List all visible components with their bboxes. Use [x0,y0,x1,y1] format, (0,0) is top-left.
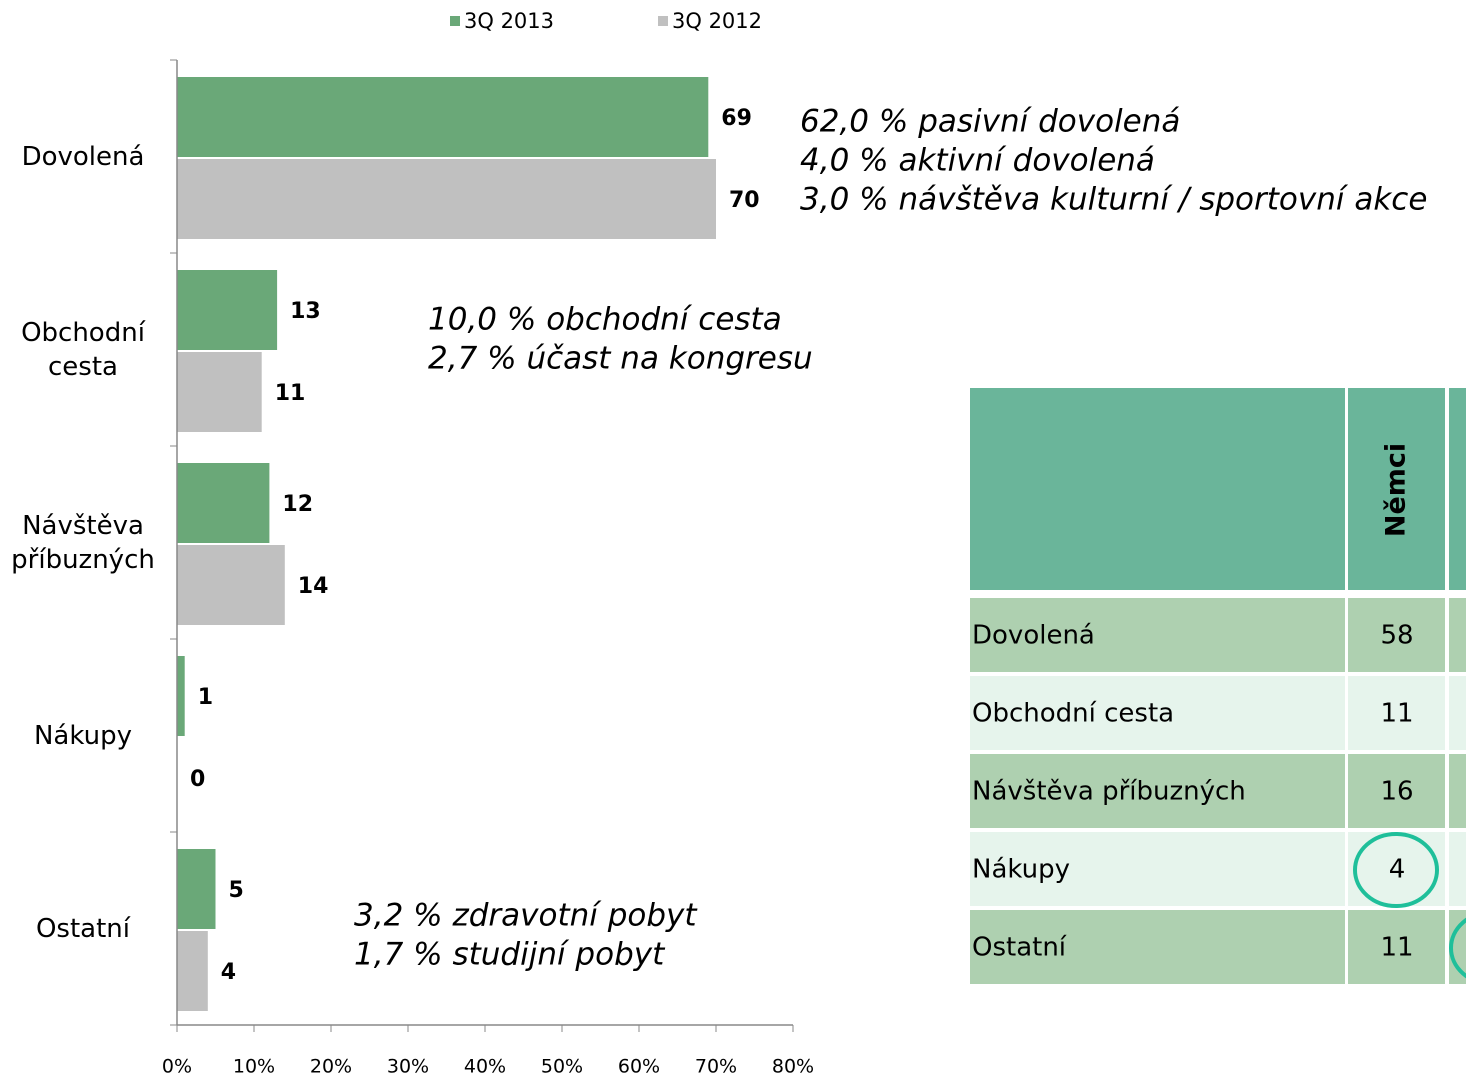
annotation: 4,0 % aktivní dovolená [800,143,1155,179]
value-label: 13 [290,299,321,324]
bar [177,545,285,625]
table-value: 58 [1380,621,1413,651]
table-cell [1348,754,1445,828]
legend-swatch [658,16,668,26]
value-label: 14 [298,574,329,599]
category-label: Návštěva příbuzných [11,510,155,575]
table-cell [1449,910,1466,984]
row-label: Obchodní cesta [972,699,1174,729]
x-tick-label: 70% [695,1056,737,1077]
x-tick-label: 50% [541,1056,583,1077]
annotation: 10,0 % obchodní cesta [428,302,782,338]
legend-label: 3Q 2012 [672,9,762,33]
annotation: 2,7 % účast na kongresu [428,341,813,377]
value-label: 70 [729,188,760,213]
x-tick-label: 20% [310,1056,352,1077]
x-tick-label: 80% [772,1056,814,1077]
bar [177,463,270,543]
table-cell [970,676,1345,750]
table-cell [970,910,1345,984]
bar [177,270,278,350]
bar [177,656,185,736]
annotation: 3,0 % návštěva kulturní / sportovní akce [800,182,1427,218]
x-tick-label: 30% [387,1056,429,1077]
table-value: 16 [1380,777,1413,807]
table-cell [970,754,1345,828]
bar [177,159,716,239]
value-label: 11 [275,381,306,406]
bar [177,849,216,929]
row-label: Nákupy [972,855,1070,885]
highlight-circle [1353,832,1439,908]
table-cell [1348,910,1445,984]
value-label: 69 [721,106,752,131]
category-label: Nákupy [33,720,132,751]
table-cell [970,598,1345,672]
x-tick-label: 40% [464,1056,506,1077]
category-label: Obchodní cesta [21,317,145,382]
table-cell [1449,676,1466,750]
x-tick-label: 60% [618,1056,660,1077]
annotation: 1,7 % studijní pobyt [354,937,666,973]
table-cell [1348,676,1445,750]
category-label: Ostatní [35,913,131,944]
table-cell [1348,598,1445,672]
value-label: 12 [282,492,313,517]
table-value: 4 [1389,855,1406,885]
table-header [970,388,1345,590]
row-label: Ostatní [972,933,1067,963]
category-label: Dovolená [21,141,145,172]
table-cell [970,832,1345,906]
row-label: Návštěva příbuzných [972,777,1246,807]
value-label: 5 [229,878,244,903]
bar [177,352,262,432]
legend-swatch [450,16,460,26]
table-cell [1449,754,1466,828]
table-header [1449,388,1466,590]
highlight-circle [1449,917,1466,979]
table-value: 11 [1380,933,1413,963]
annotation: 3,2 % zdravotní pobyt [354,898,698,934]
table-header [1348,388,1445,590]
legend-label: 3Q 2013 [464,9,554,33]
value-label: 4 [221,960,236,985]
annotation: 62,0 % pasivní dovolená [800,104,1180,140]
x-tick-label: 0% [162,1056,192,1077]
table-cell [1449,832,1466,906]
bar [177,931,208,1011]
value-label: 0 [190,767,205,792]
value-label: 1 [198,685,213,710]
table-value: 11 [1380,699,1413,729]
bar [177,77,709,157]
x-tick-label: 10% [233,1056,275,1077]
row-label: Dovolená [972,621,1095,651]
table-cell [1449,598,1466,672]
column-header: Němci [1381,443,1412,537]
